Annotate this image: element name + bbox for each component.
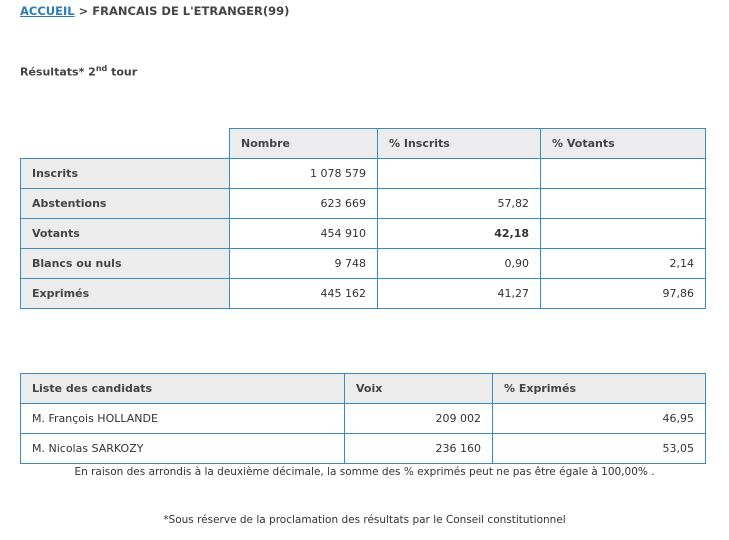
header-nombre: Nombre	[229, 128, 378, 159]
cell-pct-votants: 2,14	[540, 248, 706, 279]
row-label: Inscrits	[20, 158, 230, 189]
rounding-note: En raison des arrondis à la deuxième déc…	[74, 466, 655, 478]
breadcrumb-current: FRANCAIS DE L'ETRANGER(99)	[92, 4, 290, 18]
cell-nombre: 9 748	[229, 248, 378, 279]
table-header-row: Nombre % Inscrits % Votants	[20, 128, 706, 159]
cell-voix: 209 002	[344, 403, 493, 434]
cell-pct-exprimes: 53,05	[492, 433, 706, 464]
cell-pct-votants	[540, 158, 706, 189]
header-pct-votants: % Votants	[540, 128, 706, 159]
header-candidates: Liste des candidats	[20, 373, 345, 404]
row-label: Abstentions	[20, 188, 230, 219]
table-row: Exprimés 445 162 41,27 97,86	[20, 278, 706, 309]
candidate-name: M. François HOLLANDE	[20, 403, 345, 434]
cell-pct-inscrits	[377, 158, 541, 189]
title-text: Résultats* 2	[20, 65, 96, 79]
reserve-note: *Sous réserve de la proclamation des rés…	[163, 514, 566, 526]
cell-pct-exprimes: 46,95	[492, 403, 706, 434]
title-suffix: tour	[107, 65, 138, 79]
breadcrumb-home-link[interactable]: ACCUEIL	[20, 4, 75, 18]
cell-voix: 236 160	[344, 433, 493, 464]
header-pct-inscrits: % Inscrits	[377, 128, 541, 159]
cell-nombre: 623 669	[229, 188, 378, 219]
cell-nombre: 1 078 579	[229, 158, 378, 189]
cell-pct-inscrits: 41,27	[377, 278, 541, 309]
page-title: Résultats* 2nd tour	[20, 64, 137, 79]
candidates-table: Liste des candidats Voix % Exprimés M. F…	[20, 373, 706, 464]
header-pct-exprimes: % Exprimés	[492, 373, 706, 404]
cell-pct-inscrits: 42,18	[377, 218, 541, 249]
row-label: Votants	[20, 218, 230, 249]
cell-pct-votants	[540, 188, 706, 219]
results-table: Nombre % Inscrits % Votants Inscrits 1 07…	[20, 128, 706, 309]
table-row: Blancs ou nuls 9 748 0,90 2,14	[20, 248, 706, 279]
table-row: Inscrits 1 078 579	[20, 158, 706, 189]
breadcrumb: ACCUEIL > FRANCAIS DE L'ETRANGER(99)	[20, 4, 289, 18]
table-row: Abstentions 623 669 57,82	[20, 188, 706, 219]
cell-nombre: 454 910	[229, 218, 378, 249]
row-label: Blancs ou nuls	[20, 248, 230, 279]
breadcrumb-separator: >	[78, 4, 89, 18]
table-row: Votants 454 910 42,18	[20, 218, 706, 249]
cell-pct-votants	[540, 218, 706, 249]
cell-nombre: 445 162	[229, 278, 378, 309]
header-voix: Voix	[344, 373, 493, 404]
candidate-name: M. Nicolas SARKOZY	[20, 433, 345, 464]
header-blank	[20, 128, 230, 159]
cell-pct-inscrits: 57,82	[377, 188, 541, 219]
table-row: M. Nicolas SARKOZY 236 160 53,05	[20, 433, 706, 464]
cell-pct-inscrits: 0,90	[377, 248, 541, 279]
cell-pct-votants: 97,86	[540, 278, 706, 309]
table-row: M. François HOLLANDE 209 002 46,95	[20, 403, 706, 434]
row-label: Exprimés	[20, 278, 230, 309]
table-header-row: Liste des candidats Voix % Exprimés	[20, 373, 706, 404]
title-sup: nd	[95, 64, 108, 73]
